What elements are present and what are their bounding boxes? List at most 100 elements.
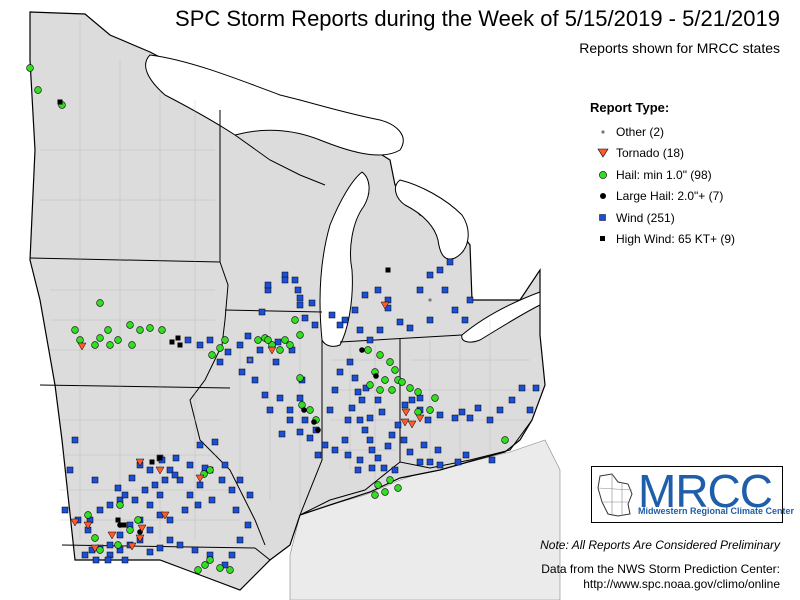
wind-report-marker [408,396,416,404]
hail-marker-icon [590,170,616,180]
tornado-report-marker [407,420,417,429]
large-hail-report-marker [315,427,321,433]
hail-report-marker [114,541,122,549]
wind-report-marker [146,466,154,474]
hail-report-marker [391,366,399,374]
hail-report-marker [426,406,434,414]
hail-report-marker [386,476,394,484]
hail-report-marker [134,516,142,524]
wind-report-marker [172,454,180,462]
wind-report-marker [331,446,339,454]
wind-report-marker [532,384,540,392]
wind-report-marker [434,446,442,454]
wind-report-marker [308,299,316,307]
wind-report-marker [341,316,349,324]
wind-report-marker [232,506,240,514]
legend-label: Wind (251) [616,210,675,225]
other-report-marker [248,358,252,362]
tornado-report-marker [400,418,410,427]
high-wind-report-marker [175,335,181,341]
wind-report-marker [176,541,184,549]
high-wind-report-marker [157,455,163,461]
wind-report-marker [344,451,352,459]
wind-report-marker [296,294,304,302]
wind-report-marker [391,466,399,474]
wind-report-marker [81,551,89,559]
wind-report-marker [394,421,402,429]
wind-report-marker [261,391,269,399]
wind-report-marker [446,258,454,266]
wind-report-marker [424,416,432,424]
legend-item-hail: Hail: min 1.0" (98) [590,164,735,186]
wind-report-marker [156,491,164,499]
hail-report-marker [366,381,374,389]
wind-report-marker [216,358,224,366]
tornado-report-marker [70,518,80,527]
mrcc-logo: MRCC Midwestern Regional Climate Center [591,465,794,523]
wind-report-marker [236,476,244,484]
hail-report-marker [281,336,289,344]
hail-report-marker [114,336,122,344]
legend-label: Other (2) [616,124,665,139]
wind-report-marker [321,441,329,449]
wind-report-marker [71,436,79,444]
hail-report-marker [194,566,202,574]
tornado-report-marker [415,414,425,423]
wind-report-marker [296,394,304,402]
hail-report-marker [296,331,304,339]
wind-report-marker [286,416,294,424]
lake-michigan [319,171,370,347]
wind-report-marker [420,441,428,449]
hail-report-marker [26,64,34,72]
wind-report-marker [291,276,299,284]
wind-report-marker [128,474,136,482]
tornado-report-marker [90,544,100,553]
wind-report-marker [474,404,482,412]
wind-report-marker [96,506,104,514]
legend-item-high-wind: High Wind: 65 KT+ (9) [590,229,735,251]
wind-report-marker [151,481,159,489]
hail-report-marker [208,351,216,359]
logo-subtext: Midwestern Regional Climate Center [638,506,795,516]
tornado-report-marker [135,534,145,543]
tornado-report-marker [83,521,93,530]
wind-report-marker [374,396,382,404]
tornado-report-marker [77,342,87,351]
wind-report-marker [496,406,504,414]
wind-report-marker [361,291,369,299]
wind-report-marker [356,456,364,464]
wind-report-marker [358,396,366,404]
wind-report-marker [181,506,189,514]
wind-report-marker [281,276,289,284]
legend-item-other: Other (2) [590,121,735,143]
hail-report-marker [96,299,104,307]
wind-report-marker [326,406,334,414]
wind-report-marker [146,548,154,556]
wind-report-marker [341,436,349,444]
wind-report-marker [366,336,374,344]
wind-report-marker [351,306,359,314]
wind-report-marker [366,436,374,444]
hail-report-marker [158,326,166,334]
hail-report-marker [394,484,402,492]
hail-report-marker [96,334,104,342]
wind-report-marker [104,556,112,564]
high-wind-report-marker [149,459,155,465]
hail-report-marker [388,386,396,394]
wind-report-marker [368,446,376,454]
hail-report-marker [106,341,114,349]
tornado-report-marker [401,408,411,417]
wind-report-marker [380,464,388,472]
wind-report-marker [344,416,352,424]
wind-report-marker [426,271,434,279]
hail-report-marker [96,546,104,554]
credit-line1: Data from the NWS Storm Prediction Cente… [541,562,780,576]
large-hail-report-marker [373,373,379,379]
hail-report-marker [116,501,124,509]
hail-report-marker [306,406,314,414]
wind-report-marker [356,326,364,334]
hail-report-marker [254,336,262,344]
lake-erie [461,291,541,343]
hail-report-marker [431,394,439,402]
